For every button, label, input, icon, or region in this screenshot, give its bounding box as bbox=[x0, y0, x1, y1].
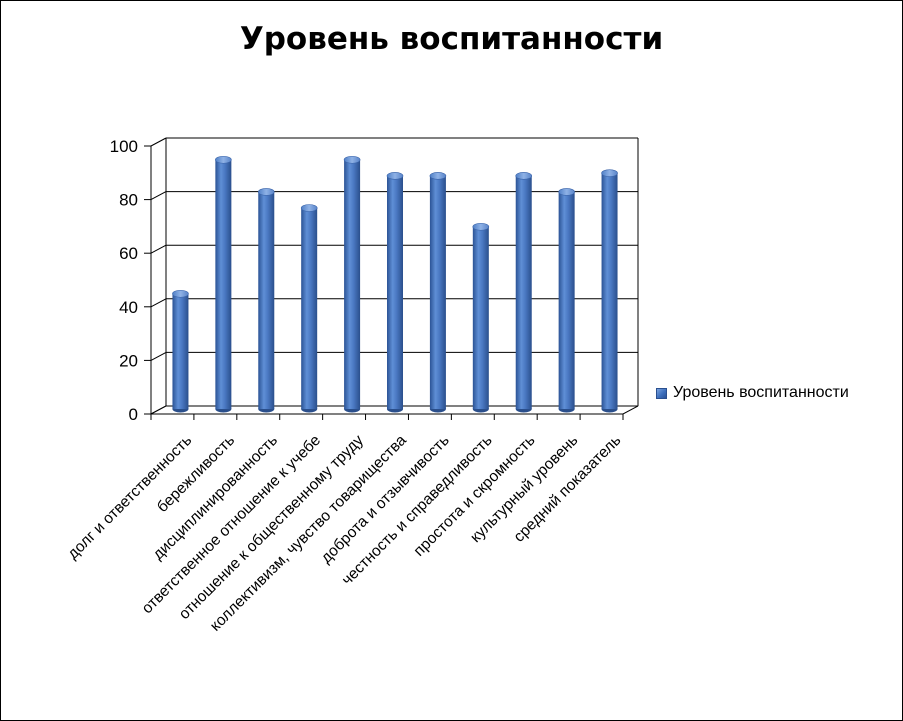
y-tick-label: 80 bbox=[119, 191, 138, 210]
y-tick-label: 40 bbox=[119, 298, 138, 317]
bar bbox=[472, 222, 490, 413]
legend-label: Уровень воспитанности bbox=[673, 384, 849, 401]
x-tick-label: коллективизм, чувство товарищества bbox=[207, 432, 410, 635]
y-tick-label: 20 bbox=[119, 351, 138, 370]
x-tick-label: бережливость bbox=[154, 432, 238, 516]
bar bbox=[558, 188, 575, 413]
y-tick-label: 100 bbox=[110, 137, 138, 156]
chart-title: Уровень воспитанности bbox=[239, 21, 664, 57]
legend-swatch bbox=[656, 387, 667, 399]
bar bbox=[172, 289, 189, 413]
bar bbox=[601, 169, 618, 413]
bar bbox=[429, 172, 447, 413]
bar bbox=[300, 204, 318, 413]
gridline-side bbox=[150, 351, 167, 361]
legend: Уровень воспитанности bbox=[656, 384, 849, 402]
gridline-side bbox=[150, 137, 167, 147]
bar bbox=[515, 172, 533, 413]
y-tick-label: 60 bbox=[119, 244, 138, 263]
gridline-side bbox=[150, 244, 167, 254]
bar bbox=[257, 188, 275, 413]
y-tick-label: 0 bbox=[129, 405, 138, 424]
bar bbox=[215, 155, 232, 413]
gridline-side bbox=[150, 191, 167, 201]
bar bbox=[386, 172, 404, 413]
gridline-side bbox=[150, 298, 167, 308]
bar bbox=[343, 155, 361, 413]
